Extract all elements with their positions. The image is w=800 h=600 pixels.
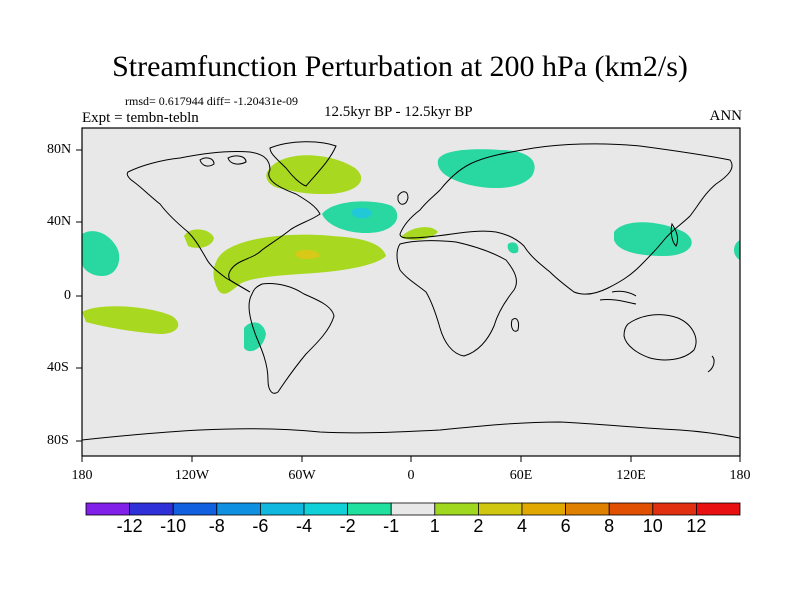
lon-label: 120E	[616, 468, 646, 483]
colorbar-label: 1	[429, 516, 440, 536]
lon-label: 180	[729, 468, 751, 483]
anomaly-south-america-negative	[244, 322, 266, 352]
axis-ticks	[76, 149, 741, 462]
anomaly-dateline-negative	[734, 240, 740, 260]
anomaly-south-pacific-positive	[82, 306, 179, 334]
colorbar-swatch	[216, 502, 261, 516]
coastlines	[81, 141, 741, 441]
coast-africa	[396, 240, 517, 357]
colorbar-label: 6	[560, 516, 571, 536]
colorbar-label: -8	[208, 516, 225, 536]
lon-label: 120W	[174, 468, 210, 483]
colorbar-swatch	[259, 502, 305, 516]
colorbar-swatch	[521, 502, 566, 516]
anomaly-atlantic-core	[352, 207, 372, 219]
colorbar-swatch	[85, 502, 130, 516]
coast-north-america	[126, 150, 321, 293]
colorbar-label: 8	[604, 516, 615, 536]
coast-new-zealand	[707, 355, 715, 373]
anomaly-greenland-positive	[266, 155, 362, 195]
colorbar-swatch	[172, 502, 218, 516]
colorbar-swatch	[652, 502, 697, 516]
colorbar-label: 4	[516, 516, 528, 536]
lat-label: 80S	[47, 433, 69, 448]
colorbar-label: -2	[339, 516, 356, 536]
colorbar-swatch	[565, 502, 610, 516]
colorbar-swatch	[347, 502, 392, 516]
anomaly-mexico-positive	[184, 229, 214, 248]
season-label: ANN	[709, 108, 743, 124]
colorbar-label: -12	[116, 516, 143, 536]
coast-eurasia	[399, 143, 733, 295]
colorbar	[85, 502, 741, 516]
colorbar-label: -1	[383, 516, 400, 536]
colorbar-label: -10	[160, 516, 187, 536]
colorbar-label: 12	[686, 516, 707, 536]
colorbar-swatch	[608, 502, 654, 516]
lat-label: 80N	[47, 142, 72, 157]
anomaly-fields	[82, 149, 740, 352]
coast-madagascar	[511, 317, 519, 332]
period-label: 12.5kyr BP - 12.5kyr BP	[324, 104, 473, 120]
experiment-label: Expt = tembn-tebln	[82, 110, 199, 126]
anomaly-tropical-atlantic-positive	[213, 234, 386, 294]
coast-antarctica	[81, 421, 741, 441]
coast-japan	[670, 222, 679, 247]
colorbar-swatch	[303, 502, 348, 516]
colorbar-swatch	[129, 502, 174, 516]
colorbar-label: -4	[295, 516, 313, 536]
lon-label: 60E	[509, 468, 533, 483]
anomaly-arabia-negative	[507, 242, 519, 254]
lon-label: 0	[407, 468, 415, 483]
lat-label: 0	[64, 288, 71, 303]
anomaly-east-asia-negative	[614, 222, 692, 256]
anomaly-scandinavia-negative	[437, 149, 535, 189]
lon-label: 60W	[288, 468, 316, 483]
coast-arctic-islands-2	[227, 155, 247, 165]
coast-south-america	[248, 283, 335, 394]
rmsd-diff-text: rmsd= 0.617944 diff= -1.20431e-09	[125, 94, 298, 108]
lat-label: 40N	[47, 214, 72, 229]
colorbar-swatch	[390, 502, 436, 516]
lat-label: 40S	[47, 360, 69, 375]
coast-indonesia	[599, 290, 637, 305]
colorbar-swatch	[477, 502, 523, 516]
coast-arctic-islands	[199, 157, 215, 167]
colorbar-label: 2	[473, 516, 484, 536]
colorbar-swatch	[434, 502, 479, 516]
map-title: Streamfunction Perturbation at 200 hPa (…	[112, 50, 688, 83]
map-background	[82, 128, 740, 456]
coast-australia	[623, 314, 697, 361]
colorbar-label: 10	[642, 516, 663, 536]
colorbar-label: -6	[252, 516, 269, 536]
lon-label: 180	[71, 468, 93, 483]
coast-greenland	[269, 141, 337, 187]
anomaly-east-pacific-negative	[82, 231, 120, 276]
coast-uk	[397, 191, 409, 205]
anomaly-tropical-atlantic-core	[296, 249, 320, 259]
colorbar-swatch	[696, 502, 741, 516]
